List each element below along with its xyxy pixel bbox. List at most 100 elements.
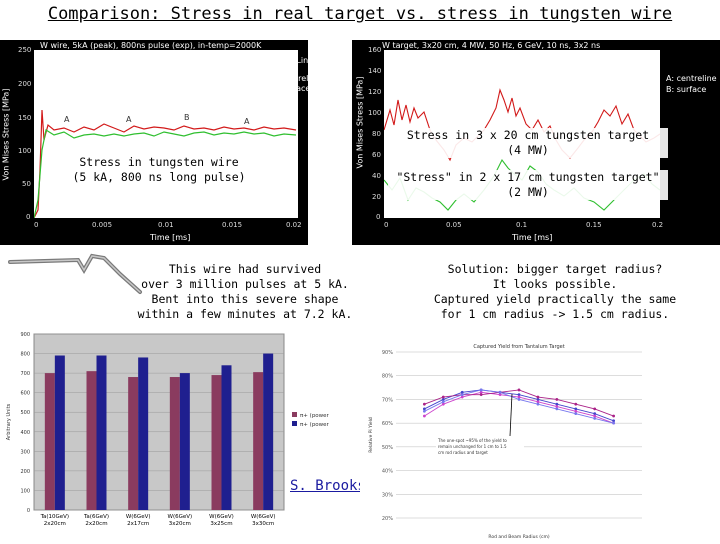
left-caption: Stress in tungsten wire (5 kA, 800 ns lo… [70, 155, 248, 185]
right-ytick: 160 [368, 46, 382, 54]
bar-category-label: W(6GeV) [209, 514, 234, 520]
line-point [555, 398, 559, 401]
line-point [612, 421, 616, 425]
line-point [536, 400, 540, 404]
left-marker: A [126, 115, 132, 124]
bar-ytick: 900 [20, 332, 30, 338]
bar [44, 373, 55, 510]
line-annotation: The one-spot ~95% of the yield to [437, 438, 507, 443]
line-chart: Captured Yield from Tantalum Target 90% 80… [360, 340, 720, 540]
line-point [422, 402, 426, 406]
bar-legend-swatch [292, 421, 297, 426]
bar [128, 377, 139, 510]
line-point [517, 388, 521, 392]
line-ytick: 40% [382, 469, 393, 475]
bar-category-label: 2x20cm [44, 521, 66, 527]
bar-category-label: W(6GeV) [251, 514, 276, 520]
line-point [498, 393, 502, 397]
left-plot-area: A A B A [34, 50, 298, 218]
bar-ytick: 500 [20, 410, 30, 416]
left-xtick: 0.02 [286, 221, 302, 229]
line-ytick: 60% [382, 421, 393, 427]
bar-chart: 900 800 700 600 500 400 300 200 100 0 Arbitrary Un… [0, 328, 380, 540]
bar [179, 373, 190, 510]
line-ytick: 80% [382, 374, 393, 380]
line-xlabel: Rod and Beam Radius (cm) [488, 534, 549, 540]
line-chart-svg: Captured Yield from Tantalum Target 90% 80… [368, 344, 642, 540]
bar [54, 355, 65, 510]
line-ytick: 70% [382, 397, 393, 403]
right-ytick: 120 [368, 88, 382, 96]
left-ytick: 0 [26, 213, 31, 221]
author-label: S. Brooks [288, 478, 368, 494]
line-point [574, 412, 578, 416]
line-point [555, 407, 559, 411]
bar [263, 353, 274, 510]
left-ytick: 100 [18, 147, 32, 155]
left-ytick: 150 [18, 114, 32, 122]
line-point [517, 393, 521, 397]
bar-chart-svg: 900 800 700 600 500 400 300 200 100 0 Arbitrary Un… [6, 332, 330, 527]
right-xtick: 0.2 [652, 221, 664, 229]
left-xtick: 0.015 [222, 221, 243, 229]
bar-ytick: 400 [20, 430, 30, 436]
left-plot-ylabel: Von Mises Stress [MPa] [1, 88, 11, 181]
bar-category-label: Ta(10GeV) [40, 514, 70, 520]
bar-category-label: 2x17cm [127, 521, 149, 527]
line-point [593, 412, 597, 416]
line-point [460, 390, 464, 394]
left-ytick: 200 [18, 80, 32, 88]
line-annotation-box [436, 436, 524, 458]
left-stress-panel: W wire, 5kA (peak), 800ns pulse (exp), i… [0, 40, 321, 245]
right-legend-item: A: centreline [666, 74, 717, 83]
right-ytick: 80 [372, 130, 381, 138]
line-point [517, 398, 521, 401]
bar-ytick: 800 [20, 352, 30, 358]
right-legend-item: B: surface [666, 85, 707, 94]
line-annotation: remain unchanged for 1 cm to 1.5 [438, 444, 507, 449]
line-point [498, 390, 502, 394]
bent-wire-photo [8, 253, 142, 294]
line-ytick: 90% [382, 350, 393, 356]
solution-text: Solution: bigger target radius? It looks… [433, 262, 677, 321]
line-point [479, 393, 483, 397]
right-plot-xlabel: Time [ms] [512, 233, 553, 242]
bar-legend-label: π+ (power [300, 422, 330, 428]
right-ytick: 100 [368, 109, 382, 117]
line-chart-title: Captured Yield from Tantalum Target [473, 344, 564, 350]
right-ytick: 20 [372, 193, 381, 201]
right-xtick: 0.15 [586, 221, 602, 229]
right-ytick: 40 [372, 172, 381, 180]
line-ytick: 50% [382, 445, 393, 451]
right-ytick: 140 [368, 67, 382, 75]
bar-category-label: 2x20cm [85, 521, 107, 527]
right-xtick: 0.1 [516, 221, 528, 229]
line-point [593, 407, 597, 411]
bar-category-label: W(6GeV) [168, 514, 193, 520]
bar-plot-background [33, 333, 285, 511]
line-point [422, 414, 426, 418]
line-ytick: 20% [382, 516, 393, 522]
line-point [441, 395, 445, 399]
right-ytick: 0 [376, 213, 381, 221]
line-point [536, 395, 540, 399]
left-xtick: 0.01 [158, 221, 174, 229]
bar [253, 372, 264, 510]
bar [211, 375, 222, 510]
line-point [536, 398, 540, 401]
line-point [612, 414, 616, 418]
line-point [574, 407, 578, 411]
bar-ytick: 100 [20, 488, 30, 494]
slide-title: Comparison: Stress in real target vs. st… [47, 4, 673, 24]
line-point [612, 419, 616, 423]
right-caption-4mw: Stress in 3 x 20 cm tungsten target (4 M… [388, 128, 668, 158]
line-point [593, 417, 597, 420]
line-point [555, 402, 559, 406]
right-red-curve [384, 88, 660, 162]
right-ytick: 60 [372, 151, 381, 159]
bar [86, 371, 97, 510]
bar-category-label: 3x20cm [169, 521, 191, 527]
right-xtick: 0 [384, 221, 389, 229]
line-point [536, 402, 540, 406]
line-point [441, 400, 445, 404]
